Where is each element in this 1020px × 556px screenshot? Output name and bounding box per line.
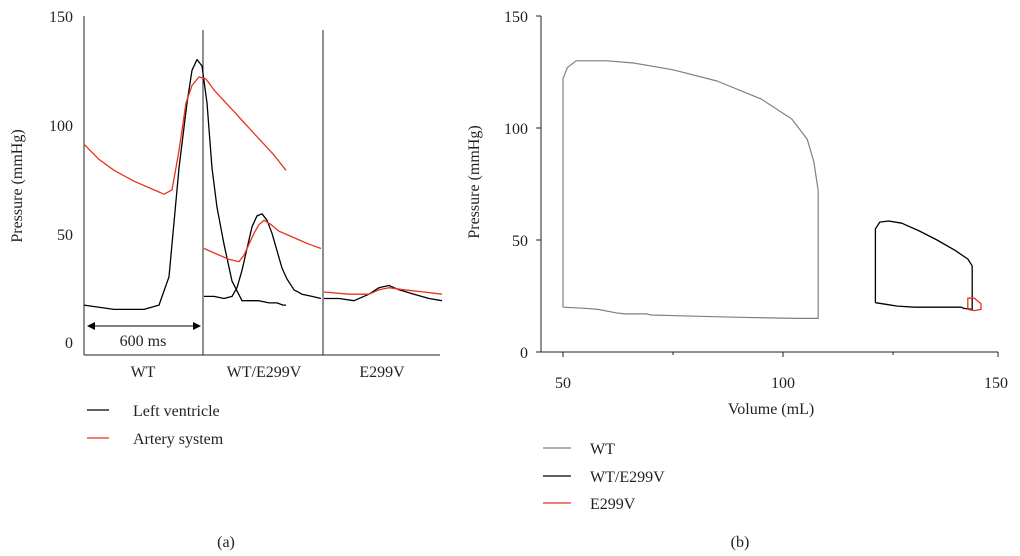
panel-a-y-tick-label: 100: [49, 118, 73, 135]
wt-loop: [562, 60, 819, 319]
time-span-arrowhead-left: [87, 322, 95, 330]
panel-a-y-axis: 0 50 100 150: [49, 9, 85, 355]
panel-a-group-label: E299V: [359, 364, 405, 381]
panel-b-x-axis: 50 100 150: [541, 351, 1008, 392]
panel-a-plot-area: [83, 58, 443, 311]
wt-e299v-loop: [874, 220, 973, 311]
panel-b-y-tick-label: 100: [504, 121, 528, 138]
time-span-arrowhead-right: [193, 322, 201, 330]
panel-a-legend: Left ventricle Artery system: [87, 403, 224, 448]
legend-label-wt: WT: [590, 441, 615, 458]
legend-label-left-ventricle: Left ventricle: [133, 403, 220, 420]
panel-b-x-tick-label: 100: [771, 375, 795, 392]
panel-a: 0 50 100 150 Pressure (mmHg) WT WT/E299V…: [9, 9, 443, 551]
panel-b: 0 50 100 150 Pressure (mmHg) 50 100 150 …: [466, 9, 1008, 551]
left-ventricle-line: [83, 58, 286, 311]
artery-system-line: [323, 287, 443, 295]
time-span-marker: 600 ms: [87, 322, 201, 350]
artery-system-line: [203, 219, 322, 263]
e299v-loop: [967, 297, 982, 312]
panel-b-x-tick-label: 150: [984, 375, 1008, 392]
panel-a-caption: (a): [217, 534, 235, 551]
panel-b-y-tick-label: 50: [512, 233, 528, 250]
artery-system-line: [83, 76, 287, 195]
panel-b-y-tick-label: 0: [520, 345, 528, 362]
left-ventricle-line: [324, 284, 443, 302]
panel-a-y-axis-label: Pressure (mmHg): [9, 129, 26, 242]
panel-b-x-tick-label: 50: [555, 375, 571, 392]
left-ventricle-line: [204, 213, 322, 300]
panel-b-caption: (b): [731, 534, 750, 551]
panel-b-x-axis-label: Volume (mL): [728, 401, 814, 418]
panel-a-y-tick-label: 150: [49, 9, 73, 26]
panel-b-y-tick-label: 150: [504, 9, 528, 26]
legend-label-wt-e299v: WT/E299V: [590, 469, 665, 486]
time-span-label: 600 ms: [120, 333, 167, 350]
panel-a-group-label: WT: [131, 364, 156, 381]
panel-b-y-axis: 0 50 100 150: [504, 9, 542, 362]
panel-a-y-tick-label: 0: [65, 335, 73, 352]
panel-b-legend: WT WT/E299V E299V: [543, 441, 665, 513]
panel-b-plot-area: [562, 60, 982, 319]
legend-label-artery-system: Artery system: [133, 431, 224, 448]
panel-a-y-tick-label: 50: [57, 227, 73, 244]
panel-b-y-axis-label: Pressure (mmHg): [466, 125, 483, 238]
legend-label-e299v: E299V: [590, 496, 636, 513]
panel-a-group-label: WT/E299V: [227, 364, 302, 381]
